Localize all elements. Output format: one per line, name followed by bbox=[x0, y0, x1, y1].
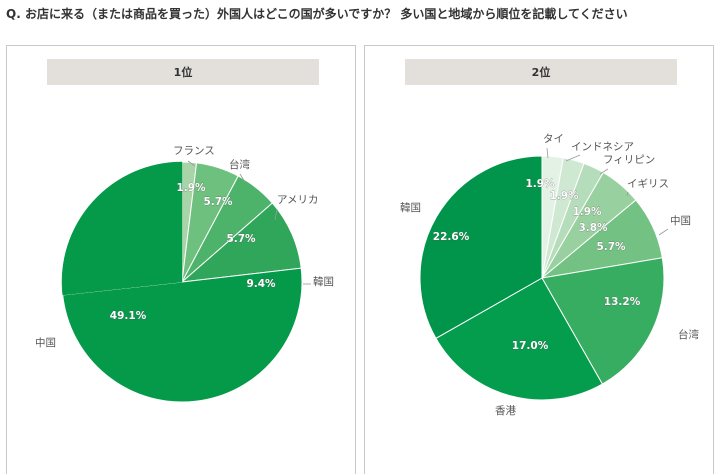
slice-value-label-1-4: 9.4% bbox=[246, 278, 276, 290]
slice-value-label-1-3: 5.7% bbox=[226, 233, 256, 245]
slice-value-label-2-7: 17.0% bbox=[512, 340, 549, 352]
slice-category-label-2-3: フィリピン bbox=[603, 154, 655, 166]
slice-category-label-2-8: 韓国 bbox=[400, 202, 421, 214]
leader-line-2-2 bbox=[565, 154, 581, 162]
leader-line-2-5 bbox=[658, 228, 669, 236]
leader-line-1-3 bbox=[274, 208, 278, 221]
slice-category-label-2-5: 中国 bbox=[670, 214, 691, 227]
slice-category-label-1-2: 台湾 bbox=[229, 158, 250, 171]
slice-value-label-2-1: 1.9% bbox=[525, 178, 555, 190]
slice-category-label-2-7: 香港 bbox=[495, 405, 516, 417]
panel-header-rank-2: 2位 bbox=[405, 59, 677, 85]
slice-value-label-1-1: 1.9% bbox=[176, 182, 206, 194]
panel-header-rank-1: 1位 bbox=[47, 59, 319, 85]
question-text: Q. お店に来る（または商品を買った）外国人はどこの国が多いですか？ 多い国と地… bbox=[6, 7, 628, 21]
chart-panel-rank-2: 2位 1.9% 1.9% 1.9% 3.8% 5.7% 13.2% 17.0% 22.6% タイ… bbox=[364, 45, 714, 474]
slice-value-label-2-3: 1.9% bbox=[572, 206, 602, 218]
slice-category-label-2-1: タイ bbox=[543, 133, 564, 145]
leader-line-1-2 bbox=[239, 173, 246, 183]
chart-panel-rank-1: 1位 1.9% 5.7% 5.7% 9.4% 49.1% フランス台湾アメリカ韓国中国 bbox=[6, 45, 356, 474]
slice-value-label-2-6: 13.2% bbox=[604, 296, 641, 308]
leader-line-2-4 bbox=[626, 191, 629, 197]
pie-slice-2-7 bbox=[435, 277, 604, 401]
pie-chart-rank-2: 1.9%1.9%1.9%3.8%5.7%13.2%17.0%22.6%タイインド… bbox=[400, 133, 699, 417]
slice-value-label-2-2: 1.9% bbox=[549, 190, 579, 202]
leader-line-2-3 bbox=[599, 168, 609, 175]
slice-category-label-1-3: アメリカ bbox=[277, 194, 318, 206]
slice-category-label-2-4: イギリス bbox=[627, 178, 669, 190]
slice-value-label-2-8: 22.6% bbox=[433, 231, 470, 243]
pie-slice-2-6 bbox=[541, 257, 665, 385]
pie-slice-2-8 bbox=[419, 155, 543, 340]
leader-line-1-1 bbox=[187, 160, 196, 167]
leader-line-2-1 bbox=[546, 147, 549, 159]
slice-value-label-2-4: 3.8% bbox=[578, 222, 608, 234]
pie-slice-1-5 bbox=[62, 267, 303, 403]
slice-value-label-1-5: 49.1% bbox=[110, 310, 147, 322]
slice-category-label-1-4: 韓国 bbox=[313, 276, 334, 288]
slice-value-label-1-2: 5.7% bbox=[203, 196, 233, 208]
slice-category-label-2-2: インドネシア bbox=[571, 141, 634, 153]
slice-category-label-1-5: 中国 bbox=[35, 336, 56, 349]
slice-value-label-2-5: 5.7% bbox=[596, 241, 626, 253]
slice-category-label-2-6: 台湾 bbox=[678, 328, 699, 341]
pie-slice-1-5-extent bbox=[61, 161, 183, 296]
slice-category-label-1-1: フランス bbox=[173, 145, 215, 157]
